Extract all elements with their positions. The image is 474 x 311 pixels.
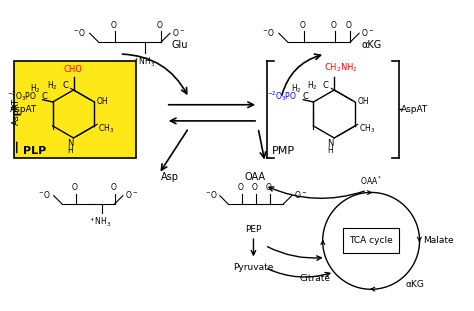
Text: O: O [237, 183, 244, 193]
Text: CH$_3$: CH$_3$ [359, 122, 375, 135]
Text: $^-$O: $^-$O [203, 189, 218, 200]
Text: OAA$^*$: OAA$^*$ [360, 174, 382, 187]
Text: N: N [67, 139, 73, 148]
FancyBboxPatch shape [344, 228, 399, 253]
Text: H$_2$: H$_2$ [46, 79, 57, 92]
Text: Citrate: Citrate [299, 274, 330, 283]
Text: C: C [62, 81, 68, 90]
Text: αKG: αKG [406, 280, 425, 289]
Text: PLP: PLP [23, 146, 46, 156]
Text: O: O [110, 183, 116, 193]
Text: Pyruvate: Pyruvate [233, 263, 273, 272]
Text: TCA cycle: TCA cycle [349, 236, 393, 245]
Text: C: C [323, 81, 329, 90]
Text: PEP: PEP [245, 225, 262, 234]
Text: N: N [328, 139, 334, 148]
Text: $^-$O: $^-$O [72, 27, 86, 38]
Text: O: O [72, 183, 77, 193]
Text: $^+$NH$_3$: $^+$NH$_3$ [88, 216, 111, 229]
Text: O$^-$: O$^-$ [361, 27, 374, 38]
Text: H: H [67, 146, 73, 155]
Text: O: O [330, 21, 336, 30]
Text: H: H [328, 146, 333, 155]
Text: OH: OH [357, 97, 369, 106]
Text: H$_2$: H$_2$ [291, 83, 301, 95]
Text: C: C [42, 92, 47, 101]
Text: O: O [251, 183, 257, 193]
Text: $^+$NH$_3$: $^+$NH$_3$ [132, 55, 155, 69]
Text: AspAT: AspAT [10, 105, 37, 114]
Text: CH$_3$: CH$_3$ [98, 122, 114, 135]
Text: αKG: αKG [362, 40, 382, 50]
Text: AspAT: AspAT [12, 98, 21, 125]
Text: O: O [156, 21, 162, 30]
Text: AspAT: AspAT [401, 105, 428, 114]
Text: C: C [302, 92, 308, 101]
Text: OH: OH [97, 97, 108, 106]
Text: O: O [346, 21, 351, 30]
Text: O$^-$: O$^-$ [125, 189, 138, 200]
Text: O: O [265, 183, 271, 193]
Text: Malate: Malate [423, 236, 454, 245]
Text: O$^-$: O$^-$ [293, 189, 307, 200]
Text: O: O [300, 21, 306, 30]
Text: H$_2$: H$_2$ [30, 83, 41, 95]
FancyBboxPatch shape [14, 61, 136, 158]
Text: H$_2$: H$_2$ [307, 79, 318, 92]
Text: Glu: Glu [172, 40, 188, 50]
Text: CHO: CHO [64, 65, 82, 74]
Text: O$^-$: O$^-$ [172, 27, 185, 38]
Text: PMP: PMP [272, 146, 295, 156]
Text: $^-$O: $^-$O [261, 27, 275, 38]
Text: CH$_2$NH$_2$: CH$_2$NH$_2$ [324, 61, 358, 74]
Text: $^{-2}$O$_3$PO: $^{-2}$O$_3$PO [267, 90, 297, 103]
Text: Asp: Asp [161, 172, 179, 182]
Text: $^-$O: $^-$O [37, 189, 52, 200]
Text: $^{-2}$O$_3$PO: $^{-2}$O$_3$PO [7, 90, 36, 103]
Text: O: O [111, 21, 117, 30]
Text: OAA: OAA [244, 172, 265, 182]
